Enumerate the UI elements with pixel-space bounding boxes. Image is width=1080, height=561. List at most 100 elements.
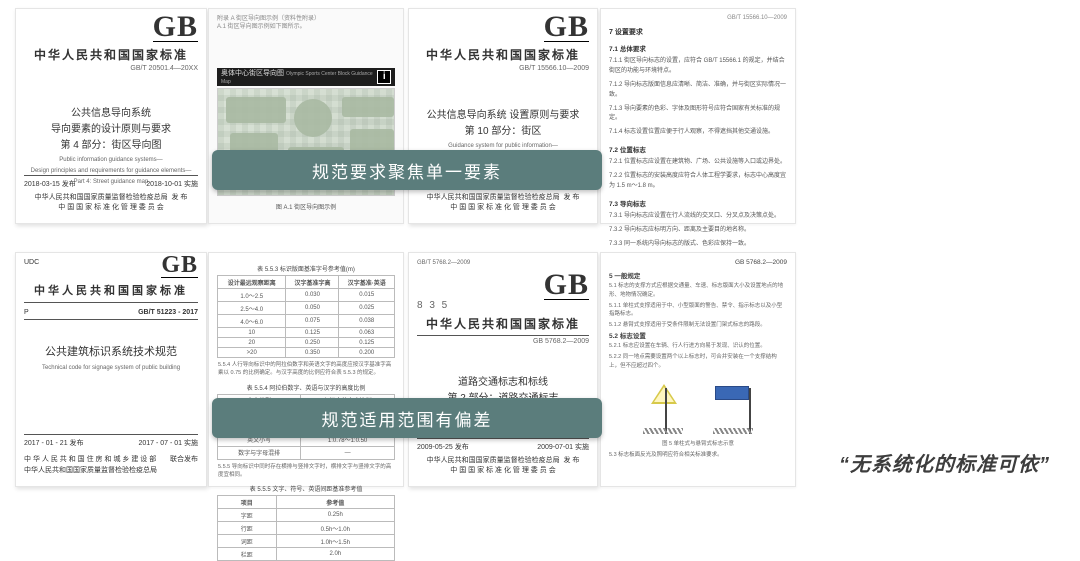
title-line: 导向要素的设计原则与要求 [51,124,171,135]
issuer-line: 中 国 国 家 标 准 化 管 理 委 员 会 [450,467,555,474]
td: 20 [218,338,286,348]
page-code: GB/T 15566.10—2009 [609,15,787,21]
gb-logo: GB [161,256,198,278]
td: 0.050 [286,302,339,315]
issuer: 中华人民共和国国家质量监督检验检疫总局 发 布 中 国 国 家 标 准 化 管 … [417,456,589,476]
td: 2.5～4.0 [218,302,286,315]
td: 0.075 [286,315,339,328]
sign-figures [609,382,787,434]
subtitle-en: Public information guidance systems— [24,157,198,165]
th: 设计最远观察距离 [218,276,286,289]
line: 附录 A 街区导向图示例（资料性附录） [217,15,395,23]
standard-cover-1: GB 中华人民共和国国家标准 GB/T 20501.4—20XX 公共信息导向系… [15,8,207,224]
td: 数字与字母混排 [218,446,301,459]
paragraph: 5.1 标志的支撑方式应根据交通量、车速、标志版面大小及设置地点的地形、地物情况… [609,282,787,300]
paragraph: 5.3 标志板面反光及照明应符合相关标准要求。 [609,451,787,460]
title-line: 公共信息导向系统 设置原则与要求 [427,110,580,121]
date-imp: 2009-07-01 实施 [537,442,589,452]
issuer-line: 中 华 人 民 共 和 国 住 房 和 城 乡 建 设 部 [24,456,156,463]
paragraph: 5.1.2 悬臂式支撑适用于受条件限制无法设置门架式标志的路段。 [609,321,787,330]
paragraph: 5.2.2 同一地点需要设置两个以上标志时，可合并安装在一个支撑结构上，但不应超… [609,353,787,371]
paragraph: 7.3.1 导向标志应设置在行人流线的交叉口、分叉点及决策点处。 [609,212,787,222]
paragraph: 7.2.1 位置标志应设置在建筑物、广场、公共设施等入口或边界处。 [609,158,787,168]
standard-cover-3: UDC GB 中华人民共和国国家标准 P GB/T 51223 - 2017 公… [15,252,207,487]
td: 1.0～2.5 [218,289,286,302]
warning-sign-figure [637,382,689,434]
td: 0.200 [339,348,395,358]
paragraph: 7.3.2 导向标志应标明方向、距离及主要目的地名称。 [609,226,787,236]
info-icon: i [377,70,391,84]
td: 10 [218,328,286,338]
table-1: 设计最远观察距离 汉字基准字高 汉字基准·英语 1.0～2.50.0300.01… [217,275,395,358]
paragraph: 7.3.3 同一系统内导向标志的版式、色彩应保持一致。 [609,240,787,250]
td: 0.125 [339,338,395,348]
date-pub: 2009-05-25 发布 [417,442,469,452]
issuer: 中华人民共和国国家质量监督检验检疫总局 发 布 中 国 国 家 标 准 化 管 … [417,193,589,213]
issue-dates: 2018-03-15 发布 2018-10-01 实施 [24,175,198,189]
p-label: P [24,309,29,316]
td: 1.0h～1.5h [276,535,394,548]
title-line: 第 10 部分：街区 [465,126,542,137]
std-code: GB/T 15566.10—2009 [417,65,589,72]
std-code: GB/T 51223 - 2017 [138,309,198,316]
date-pub: 2018-03-15 发布 [24,179,76,189]
issuer: 中 华 人 民 共 和 国 住 房 和 城 乡 建 设 部 联合发布 中华人民共… [24,455,198,476]
paragraph: 5.2.1 标志应设置在车辆、行人行进方向易于发现、识认的位置。 [609,342,787,351]
title-line: 道路交通标志和标线 [458,377,548,388]
std-header: 中华人民共和国国家标准 [417,311,589,336]
title-line: 公共信息导向系统 [71,108,151,119]
td: 0.025 [339,302,395,315]
table-3: 项目参考值字距0.25h行距0.5h～1.0h词距1.0h～1.5h栏距2.0h [217,495,395,561]
code-row: P GB/T 51223 - 2017 [24,309,198,320]
headline-quote: “无系统化的标准可依” [839,448,1050,477]
subsection-heading: 7.1 总体要求 [609,43,787,53]
standard-cover-4: GB/T 5768.2—2009 GB 8 3 5 中华人民共和国国家标准 GB… [408,252,598,487]
td: 0.038 [339,315,395,328]
gb-logo: GB [544,15,589,42]
table-caption: 表 5.5.3 标识版面基准字号参考值(m) [217,264,395,273]
td: 0.350 [286,348,339,358]
td: 字距 [218,509,277,522]
overlay-caption-2: 规范适用范围有偏差 [212,398,602,438]
issuer-line: 中 国 国 家 标 准 化 管 理 委 员 会 [450,204,555,211]
section-heading: 5.2 标志设置 [609,330,787,340]
paragraph: 7.1.2 导向标志版面信息应清晰、简洁、准确，并与街区实际情况一致。 [609,81,787,101]
td: 0.125 [286,328,339,338]
issuer-tag: 联合发布 [170,455,198,466]
td: 4.0～6.0 [218,315,286,328]
issuer-line: 中华人民共和国国家质量监督检验检疫总局 [24,467,157,474]
std-code: GB/T 20501.4—20XX [24,65,198,72]
td: 栏距 [218,548,277,561]
td: 词距 [218,535,277,548]
std-header: 中华人民共和国国家标准 [417,42,589,63]
issuer-tag: 发 布 [171,194,187,201]
table-note: 5.5.5 导向标识中同时存在横排与竖排文字时，横排文字与竖排文字的高度宜相同。 [218,463,394,480]
table-caption: 表 5.5.4 阿拉伯数字、英语与汉字的高度比例 [217,383,395,392]
standard-cover-2: GB 中华人民共和国国家标准 GB/T 15566.10—2009 公共信息导向… [408,8,598,224]
spec-tables-page: 表 5.5.3 标识版面基准字号参考值(m) 设计最远观察距离 汉字基准字高 汉… [208,252,404,487]
th: 参考值 [276,496,394,509]
figure-caption: 图 5 单柱式与悬臂式标志示意 [609,440,787,449]
subsection-heading: 7.2 位置标志 [609,144,787,154]
section-heading: 7 设置要求 [609,27,787,37]
section-heading: 5 一般规定 [609,270,787,280]
date-imp: 2018-10-01 实施 [146,179,198,189]
td: 行距 [218,522,277,535]
paragraph: 5.1.1 单柱式支撑适用于中、小型版面的警告、禁令、指示标志以及小型指路标志。 [609,302,787,320]
subsection-heading: 7.3 导向标志 [609,198,787,208]
paragraph: 7.1.3 导向要素的色彩、字体及图形符号应符合国家有关标准的规定。 [609,105,787,125]
issuer-tag: 发 布 [563,194,579,201]
title-line: 公共建筑标识系统技术规范 [45,346,177,358]
std-header: 中华人民共和国国家标准 [24,278,198,303]
table-note: 5.5.4 人行导向标识中的阿拉伯数字和英语文字的高度应按汉字基准字高乘以 0.… [218,361,394,378]
date-pub: 2017 - 01 - 21 发布 [24,438,84,448]
issuer: 中华人民共和国国家质量监督检验检疫总局 发 布 中 国 国 家 标 准 化 管 … [24,193,198,213]
td: 0.250 [286,338,339,348]
map-title: 奥体中心街区导向图 [221,70,284,77]
std-code: GB 5768.2—2009 [417,338,589,345]
td: 2.0h [276,548,394,561]
issuer-line: 中华人民共和国国家质量监督检验检疫总局 [427,194,560,201]
td: 0.030 [286,289,339,302]
td: — [301,446,395,459]
paragraph: 7.1.1 街区导向标志的设置，应符合 GB/T 15566.1 的规定，并结合… [609,57,787,77]
